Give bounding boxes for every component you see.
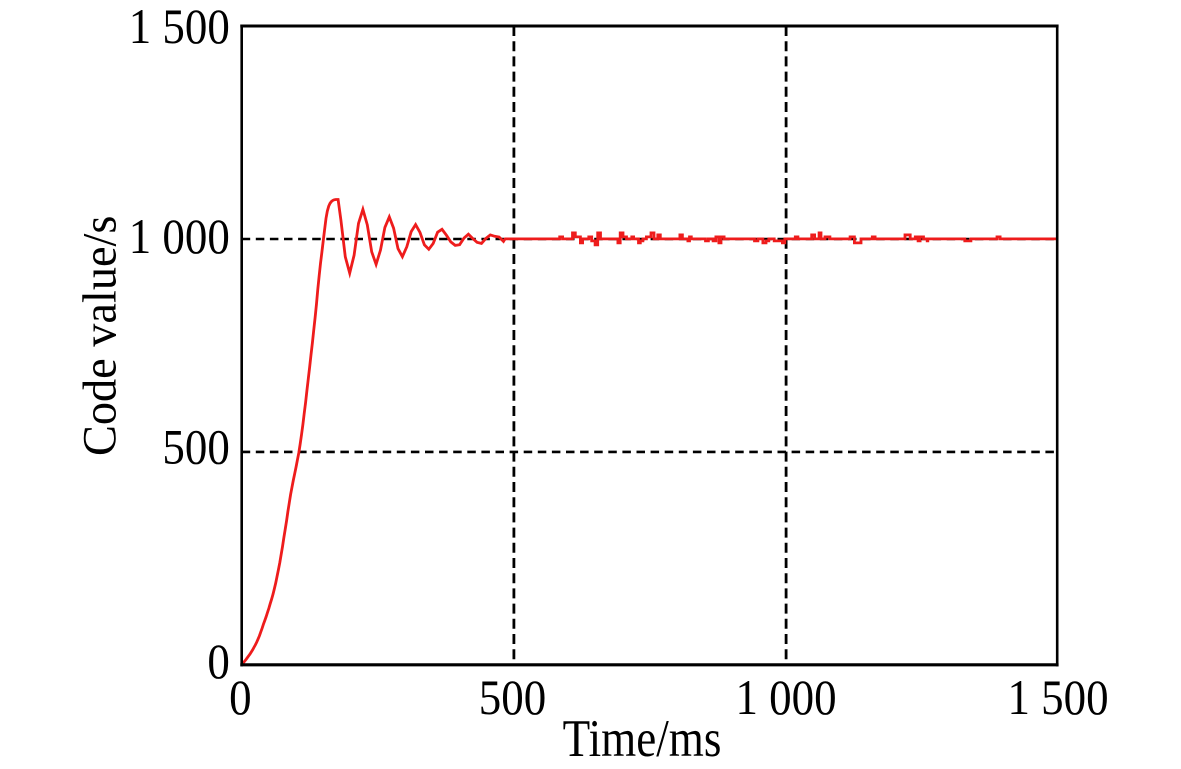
svg-text:1 000: 1 000 — [129, 210, 230, 265]
svg-text:1 000: 1 000 — [735, 671, 836, 726]
svg-text:Code value/s: Code value/s — [74, 216, 127, 457]
svg-text:1 500: 1 500 — [129, 0, 230, 54]
svg-text:1 500: 1 500 — [1007, 671, 1108, 726]
svg-text:500: 500 — [162, 421, 229, 476]
svg-text:Time/ms: Time/ms — [563, 709, 722, 768]
svg-text:500: 500 — [479, 671, 546, 726]
svg-text:0: 0 — [229, 671, 251, 726]
svg-text:0: 0 — [207, 635, 229, 690]
